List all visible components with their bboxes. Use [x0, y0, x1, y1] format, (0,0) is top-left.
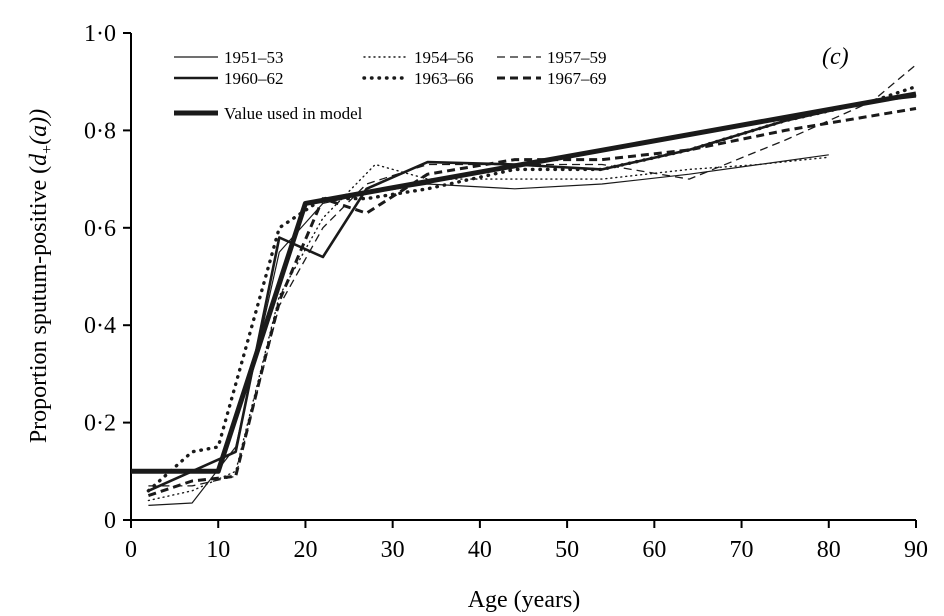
y-tick-label: 0·6 [84, 216, 116, 242]
x-tick-label: 80 [817, 537, 841, 563]
x-tick-label: 30 [381, 537, 405, 563]
x-tick-label: 20 [293, 537, 317, 563]
series-line-0 [148, 154, 829, 506]
series-line-1 [147, 156, 830, 502]
series-line-5 [147, 107, 917, 498]
series-line-3 [147, 95, 917, 492]
series-line-2 [148, 64, 917, 487]
axes: 0 10 20 30 40 50 60 70 80 90 0 0·2 0·4 0·6 0·8 1·0 [84, 21, 928, 563]
legend-label-2: 1957–59 [547, 48, 607, 67]
legend-label-3: 1960–62 [224, 69, 284, 88]
x-tick-label: 0 [125, 537, 137, 563]
y-tick-label: 0·8 [84, 118, 116, 144]
x-tick-label: 40 [468, 537, 492, 563]
legend-label-6: Value used in model [224, 104, 363, 123]
x-tick-label: 70 [730, 537, 754, 563]
y-tick-label: 0·2 [84, 411, 116, 437]
series-line-6 [131, 91, 917, 474]
x-tick-label: 90 [904, 537, 928, 563]
legend-label-4: 1963–66 [414, 69, 474, 88]
legend-label-5: 1967–69 [547, 69, 607, 88]
y-tick-label: 1·0 [84, 21, 116, 47]
x-axis-title: Age (years) [468, 587, 581, 613]
series-line-4 [146, 84, 918, 493]
y-tick-label: 0 [104, 508, 116, 534]
series-lines [131, 64, 918, 506]
legend-label-0: 1951–53 [224, 48, 284, 67]
y-tick-label: 0·4 [84, 313, 116, 339]
legend-label-1: 1954–56 [414, 48, 474, 67]
x-tick-label: 50 [555, 537, 579, 563]
x-tick-label: 10 [206, 537, 230, 563]
panel-label: (c) [822, 44, 849, 70]
x-tick-label: 60 [642, 537, 666, 563]
y-axis-title: Proportion sputum-positive (d+(a)) [26, 109, 56, 443]
legend: 1951–53 1954–56 1957–59 1960–62 1963–66 1967–… [174, 48, 607, 123]
